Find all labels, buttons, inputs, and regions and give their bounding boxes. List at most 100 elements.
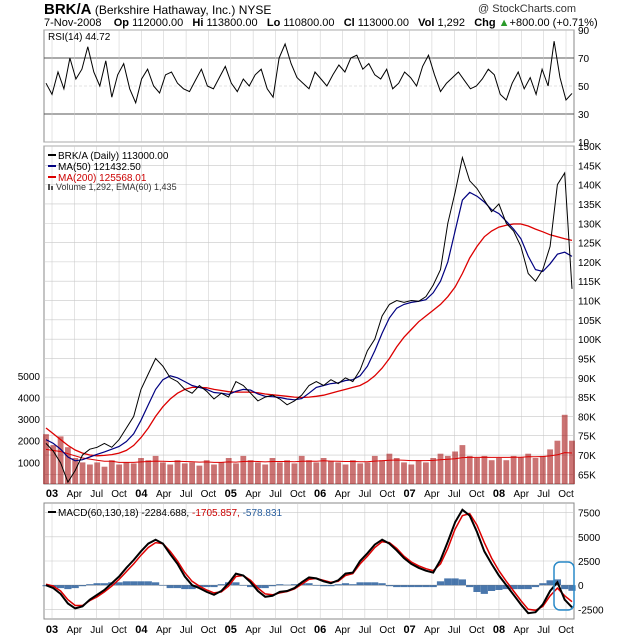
macd-legend: MACD(60,130,18) -2284.688, -1705.857, -5…	[58, 508, 283, 519]
macd-histogram-bar	[473, 585, 481, 592]
exchange-name: NYSE	[238, 3, 272, 17]
volume-label: Vol	[418, 17, 435, 29]
macd-legend-label: MACD(60,130,18)	[58, 508, 139, 519]
macd-histogram-bar	[466, 585, 474, 588]
x-axis-label-top: Jul	[448, 489, 461, 500]
volume-bar	[554, 440, 561, 484]
price-line	[45, 155, 573, 484]
macd-histogram-bar	[524, 585, 532, 590]
open-label: Op	[113, 17, 129, 29]
macd-histogram-bar	[436, 581, 445, 586]
change-label: Chg	[474, 17, 496, 29]
volume-bar	[167, 464, 174, 484]
volume-tick-label: 4000	[18, 393, 41, 404]
volume-bar	[503, 460, 510, 484]
low-label: Lo	[266, 17, 281, 29]
legend-ma50-label: MA(50) 121432.50	[58, 162, 141, 173]
macd-histogram-bar	[86, 584, 94, 586]
macd-histogram-bar	[312, 585, 320, 586]
rsi-tick-label: 70	[578, 54, 590, 65]
macd-histogram-bar	[137, 581, 145, 586]
volume-bar	[65, 447, 71, 484]
macd-histogram-bar	[517, 585, 525, 590]
x-axis-label-bottom: Apr	[424, 625, 440, 636]
macd-histogram-bar	[378, 583, 386, 586]
macd-histogram-bar	[451, 578, 459, 586]
volume-bar	[539, 455, 546, 484]
volume-bar	[94, 462, 101, 484]
macd-tick-label: 5000	[578, 533, 601, 544]
macd-histogram-bar	[444, 578, 452, 586]
volume-bar	[481, 455, 488, 484]
volume-bar	[510, 455, 517, 484]
x-axis-label-top: Jul	[269, 489, 282, 500]
macd-histogram-bar	[232, 582, 240, 586]
price-tick-label: 110K	[578, 297, 601, 308]
macd-histogram-bar	[261, 585, 269, 589]
macd-histogram-bar	[130, 581, 138, 586]
open-value: 112000.00	[132, 17, 184, 29]
signal-line	[45, 512, 573, 612]
macd-tick-label: 0	[578, 581, 584, 592]
volume-bar	[174, 460, 181, 484]
price-tick-label: 140K	[578, 181, 602, 192]
volume-bar	[152, 455, 159, 484]
volume-bar	[123, 462, 130, 484]
macd-histogram-bar	[363, 582, 371, 586]
macd-tick-label: -2500	[578, 605, 604, 616]
rsi-tick-label: 10	[578, 138, 590, 149]
volume-bar	[43, 434, 49, 484]
macd-histogram-bar	[78, 585, 87, 587]
x-axis-label-bottom: 05	[225, 624, 237, 636]
x-axis-label-top: Oct	[558, 489, 574, 500]
change-arrow-icon: ▲	[498, 17, 510, 29]
volume-bar	[145, 460, 152, 484]
volume-bar	[79, 462, 86, 484]
macd-histogram-bar	[458, 579, 466, 586]
volume-bar	[371, 455, 378, 484]
macd-histogram-bar	[327, 585, 335, 587]
legend-swatch-volume	[48, 184, 50, 190]
rsi-tick-label: 50	[578, 82, 590, 93]
macd-legend-signal: -1705.857,	[192, 508, 240, 519]
x-axis-label-bottom: Apr	[67, 625, 83, 636]
volume-bar	[240, 455, 247, 484]
macd-histogram-bar	[334, 584, 342, 586]
close-value: 113000.00	[357, 17, 409, 29]
volume-bar	[262, 464, 269, 484]
volume-bar	[233, 463, 239, 484]
volume-bar	[116, 464, 122, 484]
volume-bar	[87, 464, 93, 484]
x-axis-label-bottom: Apr	[335, 625, 351, 636]
macd-panel: 7500 5000 2500 0 -2500 MACD(60,130,18) -2284…	[42, 502, 604, 620]
copyright-notice: @ StockCharts.com	[478, 3, 576, 15]
volume-bar	[335, 462, 342, 484]
low-value: 110800.00	[283, 17, 335, 29]
volume-bar	[225, 458, 232, 484]
volume-bar	[415, 460, 422, 484]
volume-bar	[160, 462, 166, 484]
volume-bar	[401, 462, 407, 484]
macd-histogram-bar	[290, 584, 298, 586]
volume-tick-label: 2000	[18, 437, 41, 448]
macd-histogram-bar	[239, 585, 247, 586]
x-axis-label-top: 08	[493, 488, 505, 500]
x-axis-label-bottom: Jul	[269, 625, 282, 636]
change-value: +800.00 (+0.71%)	[509, 17, 598, 29]
volume-ema-line	[45, 448, 573, 463]
x-axis-label-bottom: Oct	[558, 625, 574, 636]
x-axis-label-top: Apr	[245, 489, 261, 500]
price-tick-label: 100K	[578, 335, 602, 346]
macd-histogram-bar	[122, 581, 130, 586]
volume-bar	[313, 462, 320, 484]
x-axis-label-bottom: Oct	[111, 625, 127, 636]
price-tick-label: 115K	[578, 277, 601, 288]
volume-bar	[130, 463, 137, 484]
volume-bar	[255, 462, 261, 484]
macd-legend-hist: -578.831	[243, 508, 283, 519]
volume-tick-label: 5000	[18, 372, 41, 383]
volume-bar	[189, 462, 195, 484]
macd-histogram-bar	[188, 585, 196, 590]
x-axis-label-bottom: 03	[46, 624, 58, 636]
price-tick-label: 130K	[578, 219, 602, 230]
